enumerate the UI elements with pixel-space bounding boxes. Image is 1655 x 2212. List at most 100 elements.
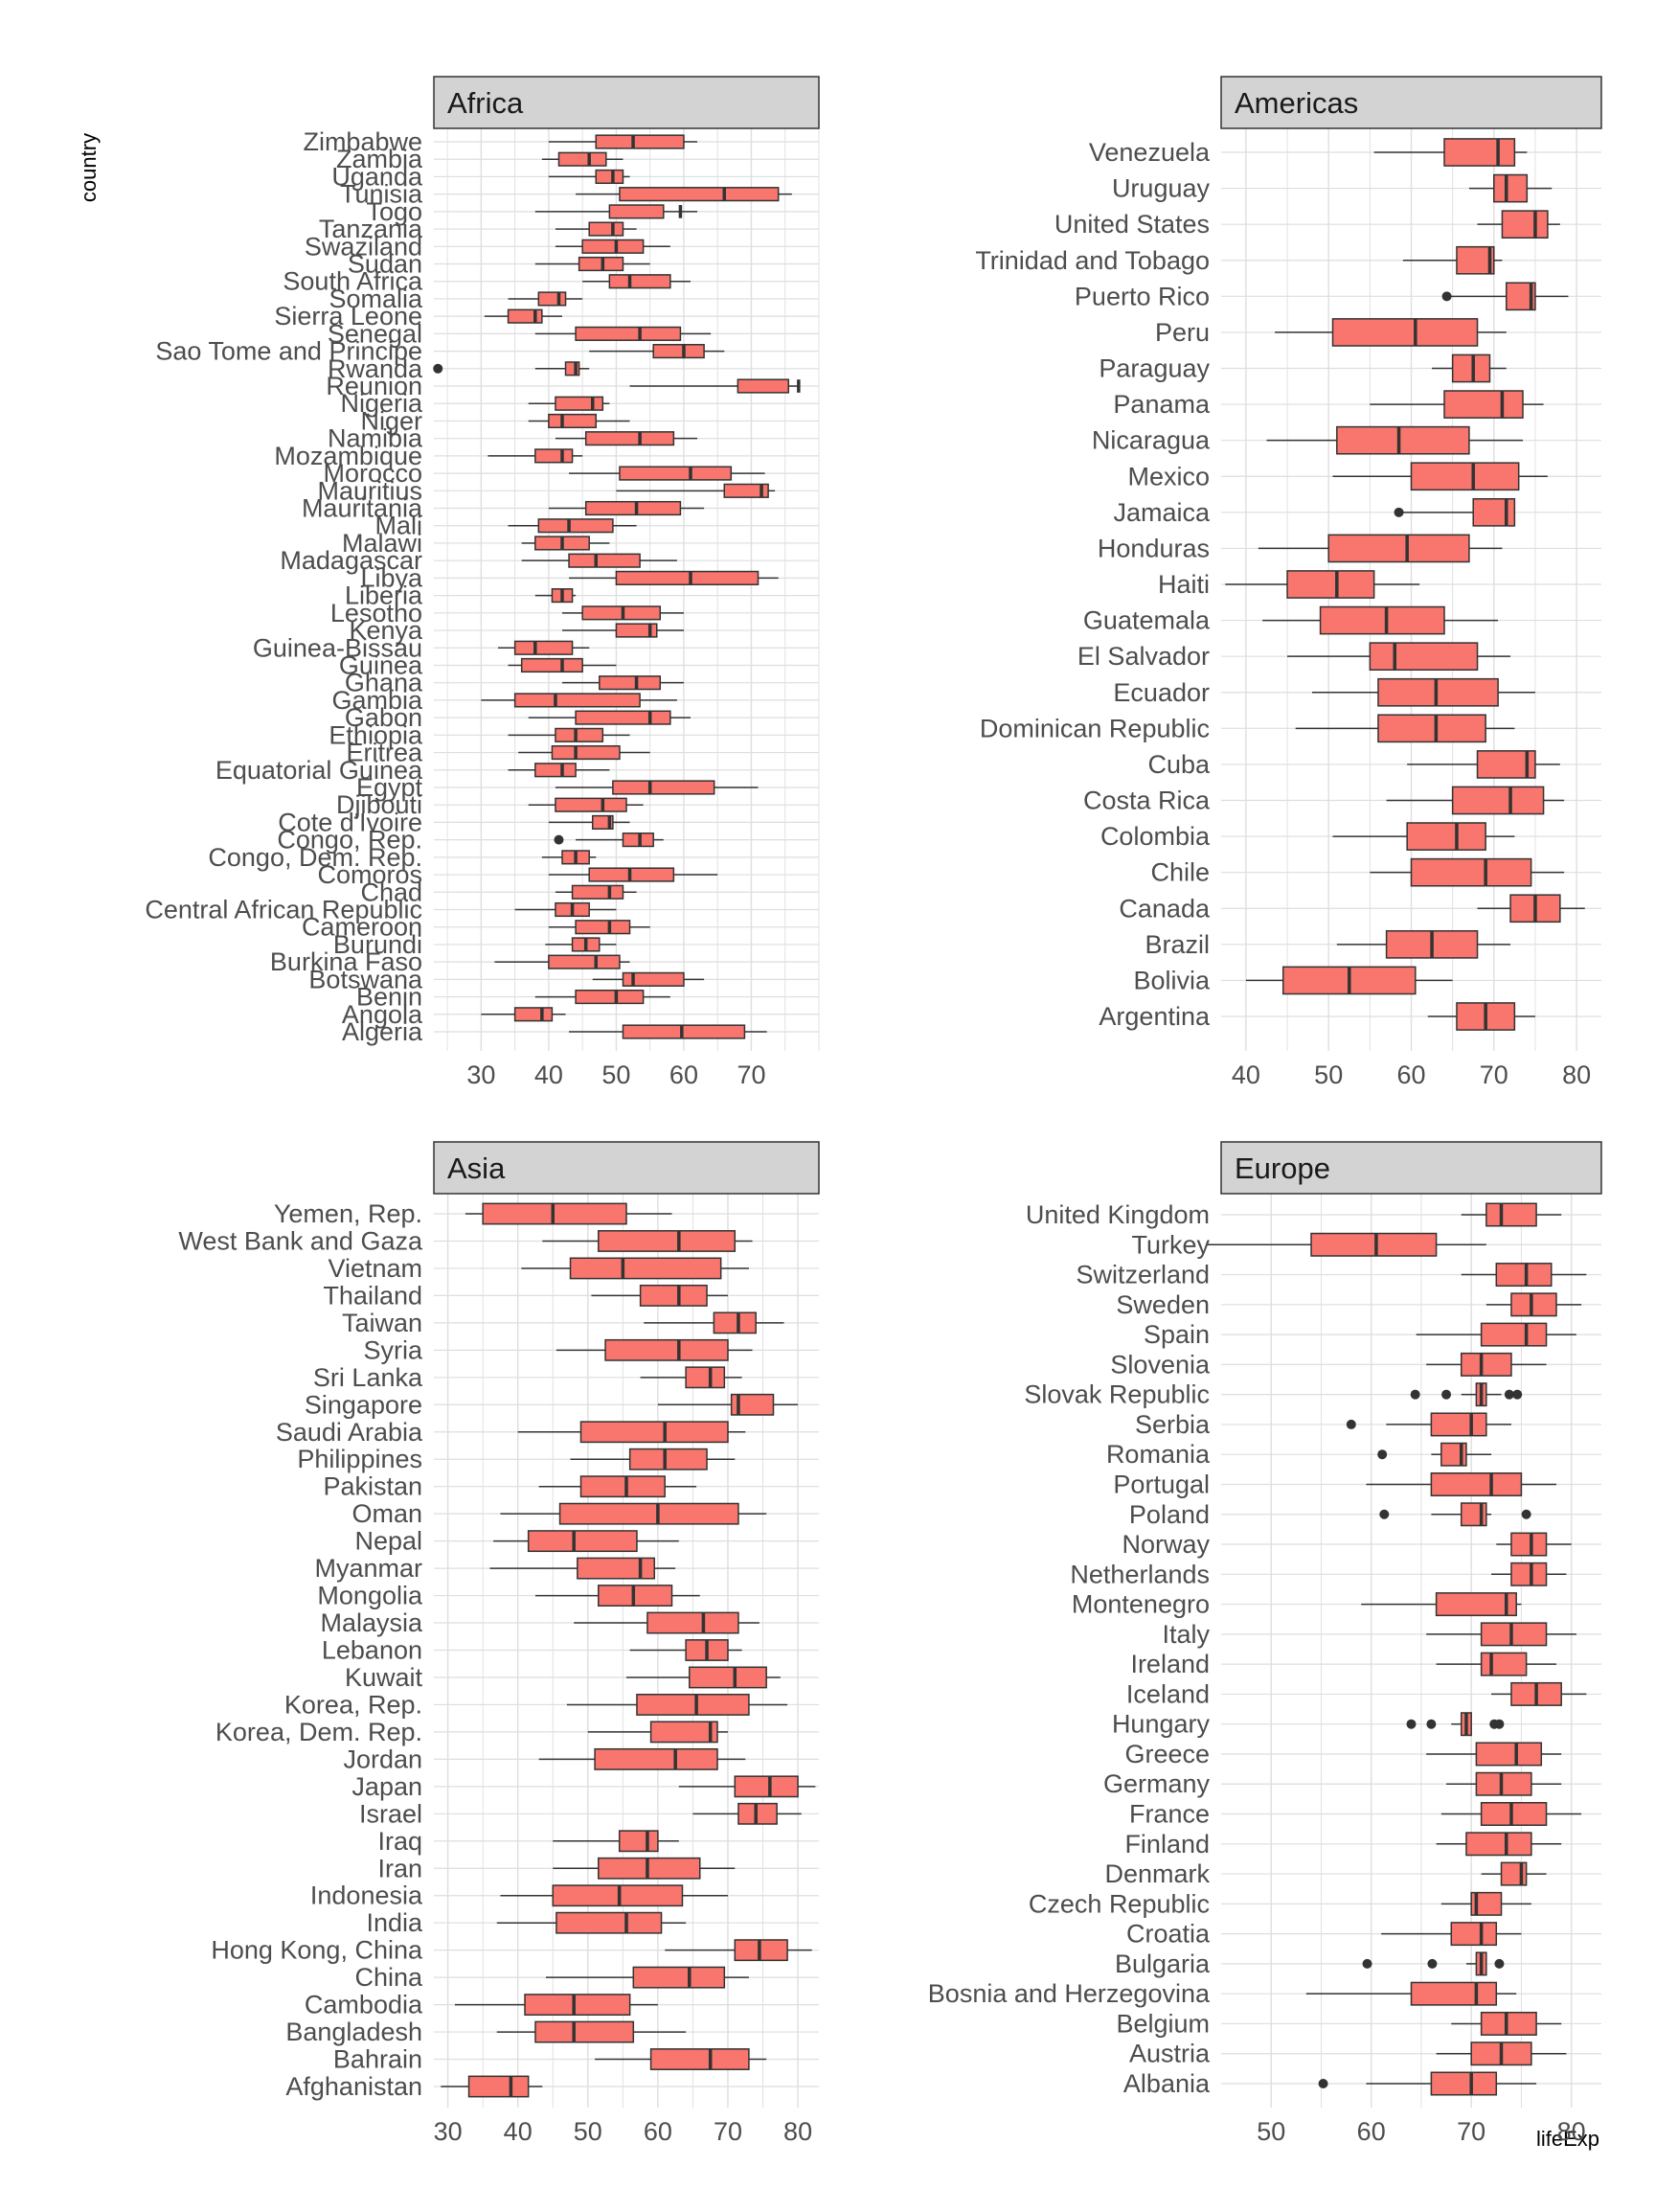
vietnam-tick-label: Vietnam — [328, 1254, 422, 1283]
hungary-outlier-point — [1406, 1719, 1417, 1729]
dominican-republic-box — [1377, 714, 1486, 743]
cambodia-tick-label: Cambodia — [305, 1991, 423, 2019]
y-axis-title: country — [77, 133, 101, 202]
kenya-tick-label: Kenya — [349, 616, 423, 645]
bosnia-and-herzegovina-tick-label: Bosnia and Herzegovina — [928, 1979, 1211, 2008]
americas-facet-label: Americas — [1235, 86, 1358, 120]
iraq-box — [618, 1830, 659, 1853]
united-states-box — [1501, 210, 1549, 239]
montenegro-box — [1435, 1592, 1517, 1617]
slovak-republic-outlier-point — [1504, 1389, 1514, 1400]
serbia-box — [1430, 1412, 1487, 1437]
peru-tick-label: Peru — [1155, 318, 1210, 347]
angola-tick-label: Angola — [342, 1000, 423, 1029]
bosnia-and-herzegovina-box — [1410, 1981, 1498, 2006]
ireland-tick-label: Ireland — [1130, 1650, 1210, 1678]
slovak-republic-tick-label: Slovak Republic — [1024, 1380, 1210, 1409]
lesotho-box — [581, 605, 662, 621]
indonesia-box — [552, 1884, 684, 1907]
uruguay-tick-label: Uruguay — [1112, 174, 1211, 203]
cote-d-ivoire-tick-label: Cote d'Ivoire — [278, 808, 422, 836]
croatia-box — [1450, 1922, 1498, 1947]
yemen-rep-tick-label: Yemen, Rep. — [274, 1199, 422, 1228]
austria-tick-label: Austria — [1129, 2040, 1211, 2068]
bangladesh-box — [534, 2020, 635, 2043]
namibia-box — [584, 431, 675, 446]
india-tick-label: India — [366, 1908, 423, 1937]
nigeria-tick-label: Nigeria — [340, 389, 423, 418]
mauritania-tick-label: Mauritania — [302, 494, 423, 523]
africa-facet-strip — [433, 76, 820, 129]
pakistan-tick-label: Pakistan — [323, 1472, 422, 1501]
djibouti-box — [555, 797, 627, 812]
thailand-tick-label: Thailand — [323, 1281, 422, 1310]
turkey-box — [1310, 1232, 1438, 1257]
oman-box — [558, 1502, 739, 1525]
yemen-rep-box — [482, 1202, 627, 1225]
myanmar-tick-label: Myanmar — [314, 1554, 422, 1583]
germany-box — [1475, 1771, 1532, 1796]
mauritania-box — [584, 500, 682, 516]
spain-box — [1480, 1322, 1548, 1347]
zambia-tick-label: Zambia — [336, 145, 423, 173]
ireland-box — [1480, 1652, 1528, 1676]
jamaica-outlier-point — [1394, 507, 1404, 517]
libya-tick-label: Libya — [360, 563, 423, 592]
iraq-tick-label: Iraq — [377, 1827, 422, 1856]
uganda-box — [595, 169, 624, 185]
mauritius-tick-label: Mauritius — [317, 476, 422, 505]
turkey-tick-label: Turkey — [1131, 1230, 1210, 1259]
africa-x-tick-label: 50 — [601, 1060, 630, 1089]
colombia-box — [1406, 822, 1486, 851]
jamaica-tick-label: Jamaica — [1113, 498, 1211, 527]
west-bank-and-gaza-tick-label: West Bank and Gaza — [178, 1226, 423, 1255]
ecuador-box — [1377, 677, 1499, 707]
albania-tick-label: Albania — [1123, 2069, 1211, 2098]
romania-tick-label: Romania — [1106, 1440, 1211, 1469]
congo-rep-box — [622, 832, 654, 848]
singapore-tick-label: Singapore — [305, 1390, 422, 1419]
indonesia-tick-label: Indonesia — [310, 1881, 423, 1910]
cameroon-tick-label: Cameroon — [302, 913, 422, 942]
gabon-tick-label: Gabon — [345, 703, 422, 732]
bulgaria-outlier-point — [1362, 1958, 1372, 1969]
colombia-tick-label: Colombia — [1100, 822, 1211, 851]
lebanon-tick-label: Lebanon — [322, 1636, 422, 1665]
malaysia-tick-label: Malaysia — [320, 1608, 423, 1637]
chile-tick-label: Chile — [1150, 858, 1210, 887]
asia-x-tick-label: 50 — [574, 2117, 602, 2146]
comoros-box — [588, 867, 675, 882]
europe-facet-label: Europe — [1235, 1152, 1330, 1185]
greece-tick-label: Greece — [1124, 1740, 1210, 1768]
switzerland-box — [1495, 1263, 1553, 1288]
sao-tome-and-principe-box — [652, 344, 705, 359]
asia-x-tick-label: 30 — [434, 2117, 463, 2146]
hong-kong-china-box — [734, 1939, 788, 1962]
honduras-box — [1327, 534, 1470, 563]
syria-box — [604, 1338, 729, 1361]
central-african-republic-tick-label: Central African Republic — [145, 895, 422, 924]
reunion-box — [737, 378, 790, 394]
burundi-tick-label: Burundi — [333, 930, 422, 959]
italy-tick-label: Italy — [1162, 1620, 1210, 1649]
asia-x-tick-label: 70 — [714, 2117, 742, 2146]
costa-rica-tick-label: Costa Rica — [1083, 787, 1211, 815]
iran-box — [598, 1857, 701, 1880]
africa-x-tick-label: 60 — [669, 1060, 698, 1089]
pakistan-box — [579, 1475, 666, 1498]
angola-box — [513, 1007, 554, 1022]
mali-tick-label: Mali — [374, 512, 422, 540]
bulgaria-tick-label: Bulgaria — [1115, 1950, 1211, 1978]
sweden-box — [1510, 1292, 1557, 1317]
malaysia-box — [646, 1611, 739, 1634]
switzerland-tick-label: Switzerland — [1076, 1261, 1210, 1289]
burkina-faso-tick-label: Burkina Faso — [270, 947, 422, 976]
serbia-tick-label: Serbia — [1135, 1410, 1211, 1439]
albania-outlier-point — [1318, 2079, 1328, 2088]
norway-box — [1510, 1532, 1548, 1557]
guinea-tick-label: Guinea — [339, 650, 423, 679]
europe-x-tick-label: 80 — [1557, 2117, 1586, 2146]
slovak-republic-outlier-point — [1410, 1389, 1420, 1400]
morocco-tick-label: Morocco — [323, 459, 422, 488]
